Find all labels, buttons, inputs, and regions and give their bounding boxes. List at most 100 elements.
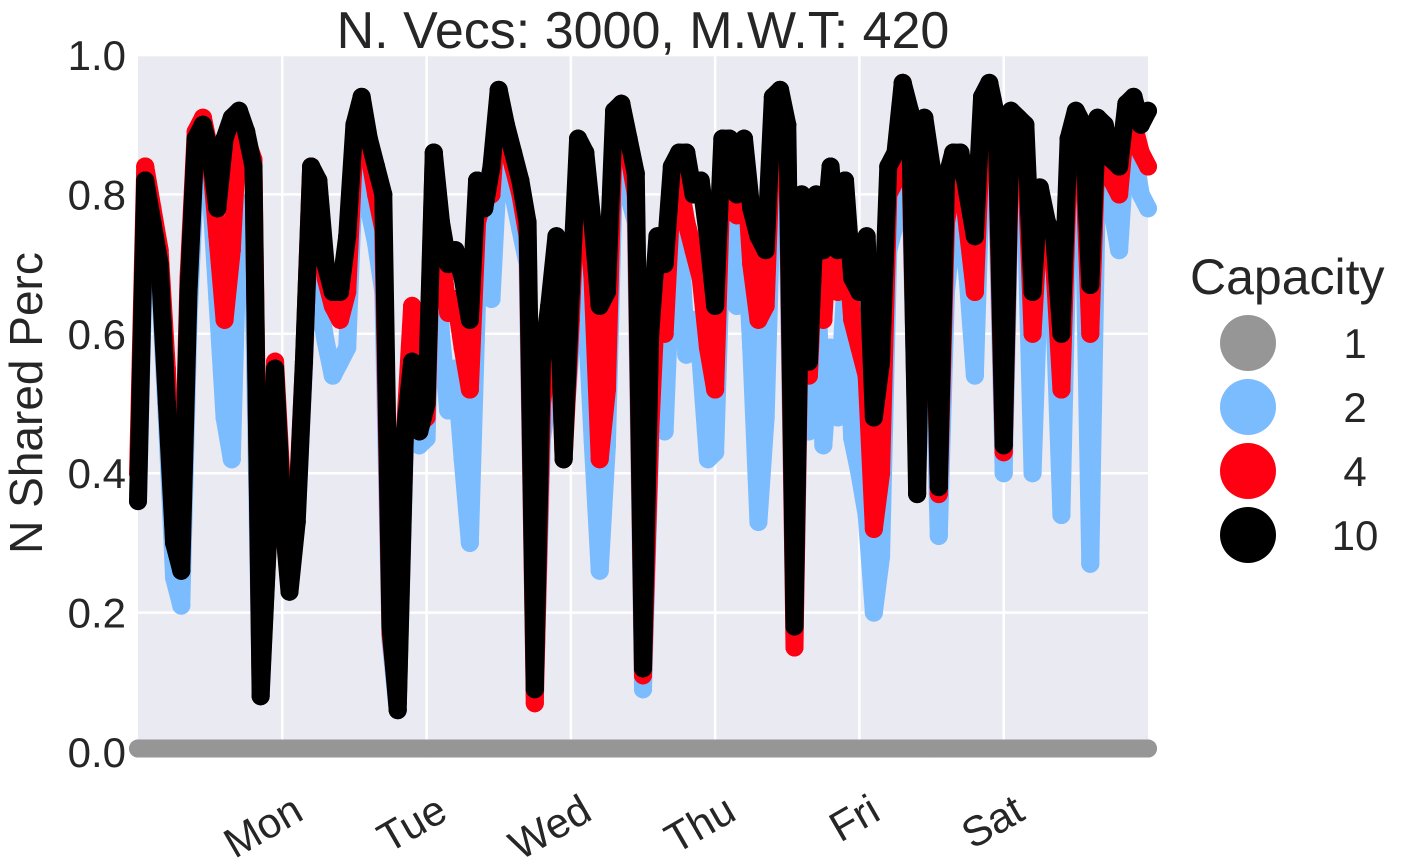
data-point bbox=[432, 213, 450, 232]
series-10-segment bbox=[287, 352, 313, 531]
data-point bbox=[1131, 143, 1150, 162]
data-point bbox=[273, 739, 292, 758]
data-point bbox=[367, 157, 386, 176]
series-10-segment bbox=[424, 143, 450, 232]
data-point bbox=[727, 185, 746, 204]
data-point bbox=[533, 352, 551, 371]
data-point bbox=[489, 80, 508, 99]
data-point bbox=[1095, 115, 1114, 134]
data-point bbox=[634, 659, 652, 678]
series-4-segment bbox=[215, 241, 241, 329]
legend-marker bbox=[1220, 315, 1276, 371]
data-point bbox=[749, 227, 768, 246]
data-point bbox=[937, 171, 955, 190]
data-point bbox=[965, 282, 984, 301]
data-point bbox=[561, 739, 580, 758]
data-point bbox=[749, 512, 768, 531]
data-point bbox=[504, 143, 523, 162]
data-point bbox=[727, 206, 746, 225]
data-point bbox=[136, 157, 155, 176]
data-point bbox=[864, 519, 883, 538]
series-10-segment bbox=[374, 185, 400, 636]
data-point bbox=[446, 241, 465, 260]
data-point bbox=[648, 227, 667, 246]
data-point bbox=[597, 282, 616, 301]
data-point bbox=[915, 108, 934, 127]
data-point bbox=[785, 617, 804, 636]
data-point bbox=[872, 464, 891, 483]
data-point bbox=[230, 101, 248, 120]
data-point bbox=[994, 739, 1013, 758]
series-10-segment bbox=[331, 227, 357, 301]
data-point bbox=[597, 380, 616, 399]
data-point bbox=[215, 129, 234, 148]
data-point bbox=[792, 185, 811, 204]
y-tick-labels: 0.0 0.2 0.4 0.6 0.8 1.0 bbox=[68, 32, 126, 776]
series-10-segment bbox=[179, 129, 205, 301]
data-point bbox=[1023, 282, 1042, 301]
series-10-segment bbox=[597, 101, 624, 301]
series-10-segment bbox=[706, 129, 732, 315]
data-point bbox=[561, 282, 580, 301]
series-10-segment bbox=[525, 352, 551, 699]
data-point bbox=[323, 366, 342, 385]
data-point bbox=[922, 739, 941, 758]
series-10-segment bbox=[266, 359, 292, 518]
data-point bbox=[410, 422, 429, 441]
data-point bbox=[929, 478, 948, 497]
series-10-segment bbox=[735, 129, 761, 218]
data-point bbox=[706, 380, 725, 399]
data-point bbox=[843, 269, 862, 288]
data-point bbox=[165, 533, 184, 552]
data-point bbox=[677, 213, 696, 232]
data-point bbox=[222, 450, 241, 469]
data-point bbox=[496, 115, 515, 134]
data-point bbox=[778, 115, 797, 134]
y-axis-label: N Shared Perc bbox=[0, 252, 52, 554]
x-tick-label: Sat bbox=[953, 785, 1031, 857]
data-point bbox=[814, 241, 833, 260]
y-tick-label: 0.6 bbox=[68, 311, 126, 358]
data-point bbox=[482, 157, 501, 176]
data-point bbox=[677, 143, 696, 162]
series-10-segment bbox=[965, 87, 992, 246]
data-point bbox=[403, 296, 422, 315]
series-10-segment bbox=[756, 87, 782, 260]
x-tick-label: Thu bbox=[657, 785, 743, 861]
data-point bbox=[172, 596, 191, 615]
data-point bbox=[973, 87, 992, 106]
data-point bbox=[684, 185, 703, 204]
data-point bbox=[727, 296, 746, 315]
data-point bbox=[468, 171, 487, 190]
data-point bbox=[1074, 115, 1093, 134]
data-point bbox=[1124, 87, 1143, 106]
series-4-segment bbox=[691, 269, 717, 357]
data-point bbox=[345, 115, 364, 134]
series-10-segment bbox=[1110, 94, 1136, 176]
data-point bbox=[302, 157, 321, 176]
data-point bbox=[374, 185, 393, 204]
series-10-segment bbox=[836, 171, 862, 288]
chart-title: N. Vecs: 3000, M.W.T: 420 bbox=[337, 2, 950, 60]
data-point bbox=[1139, 739, 1157, 758]
data-point bbox=[590, 561, 609, 580]
data-point bbox=[129, 492, 147, 511]
data-point bbox=[1139, 101, 1157, 120]
data-point bbox=[1066, 101, 1085, 120]
data-point bbox=[1059, 129, 1078, 148]
data-point bbox=[1016, 115, 1035, 134]
data-point bbox=[338, 338, 357, 357]
legend-marker bbox=[1220, 379, 1276, 435]
series-2-segment bbox=[749, 408, 775, 531]
data-point bbox=[684, 241, 703, 260]
data-point bbox=[836, 171, 854, 190]
data-point bbox=[893, 73, 912, 92]
y-tick-label: 0.8 bbox=[68, 171, 126, 218]
data-point bbox=[655, 255, 674, 274]
data-point bbox=[554, 450, 573, 469]
data-point bbox=[201, 143, 220, 162]
series-4-segment bbox=[590, 380, 616, 469]
data-point bbox=[706, 443, 725, 462]
data-point bbox=[222, 241, 241, 260]
